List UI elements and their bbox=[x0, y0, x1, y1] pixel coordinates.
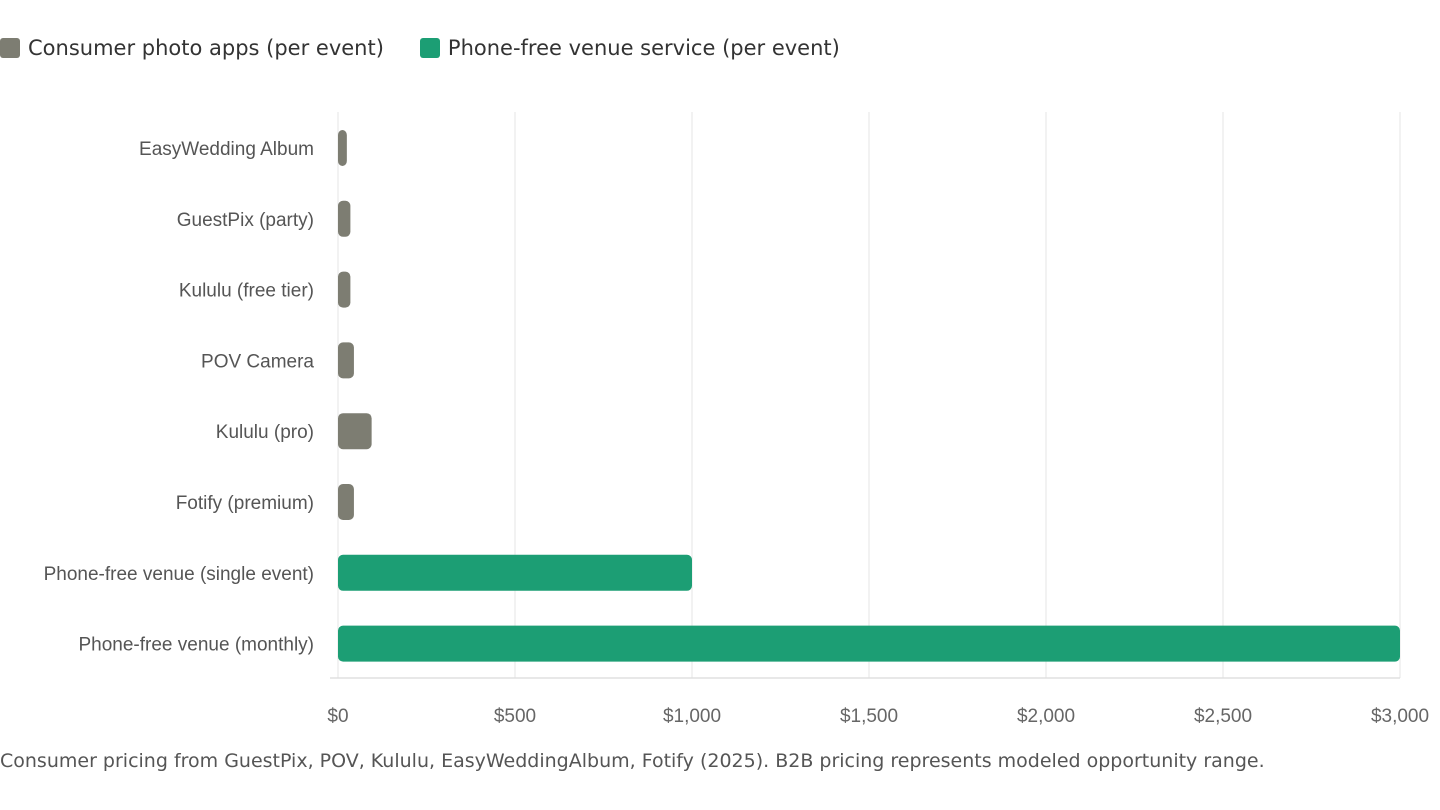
legend-label-b2b: Phone-free venue service (per event) bbox=[447, 36, 840, 60]
bar bbox=[338, 271, 351, 308]
category-label: GuestPix (party) bbox=[177, 210, 314, 231]
bar bbox=[338, 413, 372, 450]
x-tick-label: $0 bbox=[327, 706, 348, 727]
x-tick-label: $2,500 bbox=[1194, 706, 1252, 727]
category-label: Kululu (pro) bbox=[216, 422, 314, 443]
category-label: EasyWedding Album bbox=[139, 139, 314, 160]
bar-chart: $0 $500 $1,000 $1,500 $2,000 $2,500 $3,000 Easy… bbox=[44, 112, 1429, 727]
x-tick-label: $3,000 bbox=[1371, 706, 1429, 727]
bar bbox=[338, 484, 354, 520]
bar bbox=[338, 554, 692, 591]
bar bbox=[338, 200, 351, 237]
chart-footnote: Consumer pricing from GuestPix, POV, Kul… bbox=[0, 750, 1265, 772]
legend-label-consumer: Consumer photo apps (per event) bbox=[28, 36, 384, 60]
legend-swatch-b2b bbox=[419, 38, 440, 58]
legend-item-b2b[interactable]: Phone-free venue service (per event) bbox=[419, 36, 840, 60]
category-label: Fotify (premium) bbox=[176, 493, 314, 514]
legend-swatch-consumer bbox=[0, 38, 20, 58]
legend-item-consumer[interactable]: Consumer photo apps (per event) bbox=[0, 36, 384, 60]
bar bbox=[338, 625, 1400, 662]
category-label: Phone-free venue (monthly) bbox=[78, 635, 314, 656]
x-tick-label: $2,000 bbox=[1017, 706, 1075, 727]
chart-legend: Consumer photo apps (per event) Phone-fr… bbox=[0, 34, 840, 62]
x-tick-label: $1,000 bbox=[663, 706, 721, 727]
category-label: POV Camera bbox=[201, 351, 314, 372]
x-tick-label: $500 bbox=[494, 706, 536, 727]
category-label: Phone-free venue (single event) bbox=[44, 564, 314, 585]
x-tick-label: $1,500 bbox=[840, 706, 898, 727]
bar bbox=[338, 130, 347, 166]
bar bbox=[338, 342, 354, 379]
category-label: Kululu (free tier) bbox=[179, 281, 314, 302]
